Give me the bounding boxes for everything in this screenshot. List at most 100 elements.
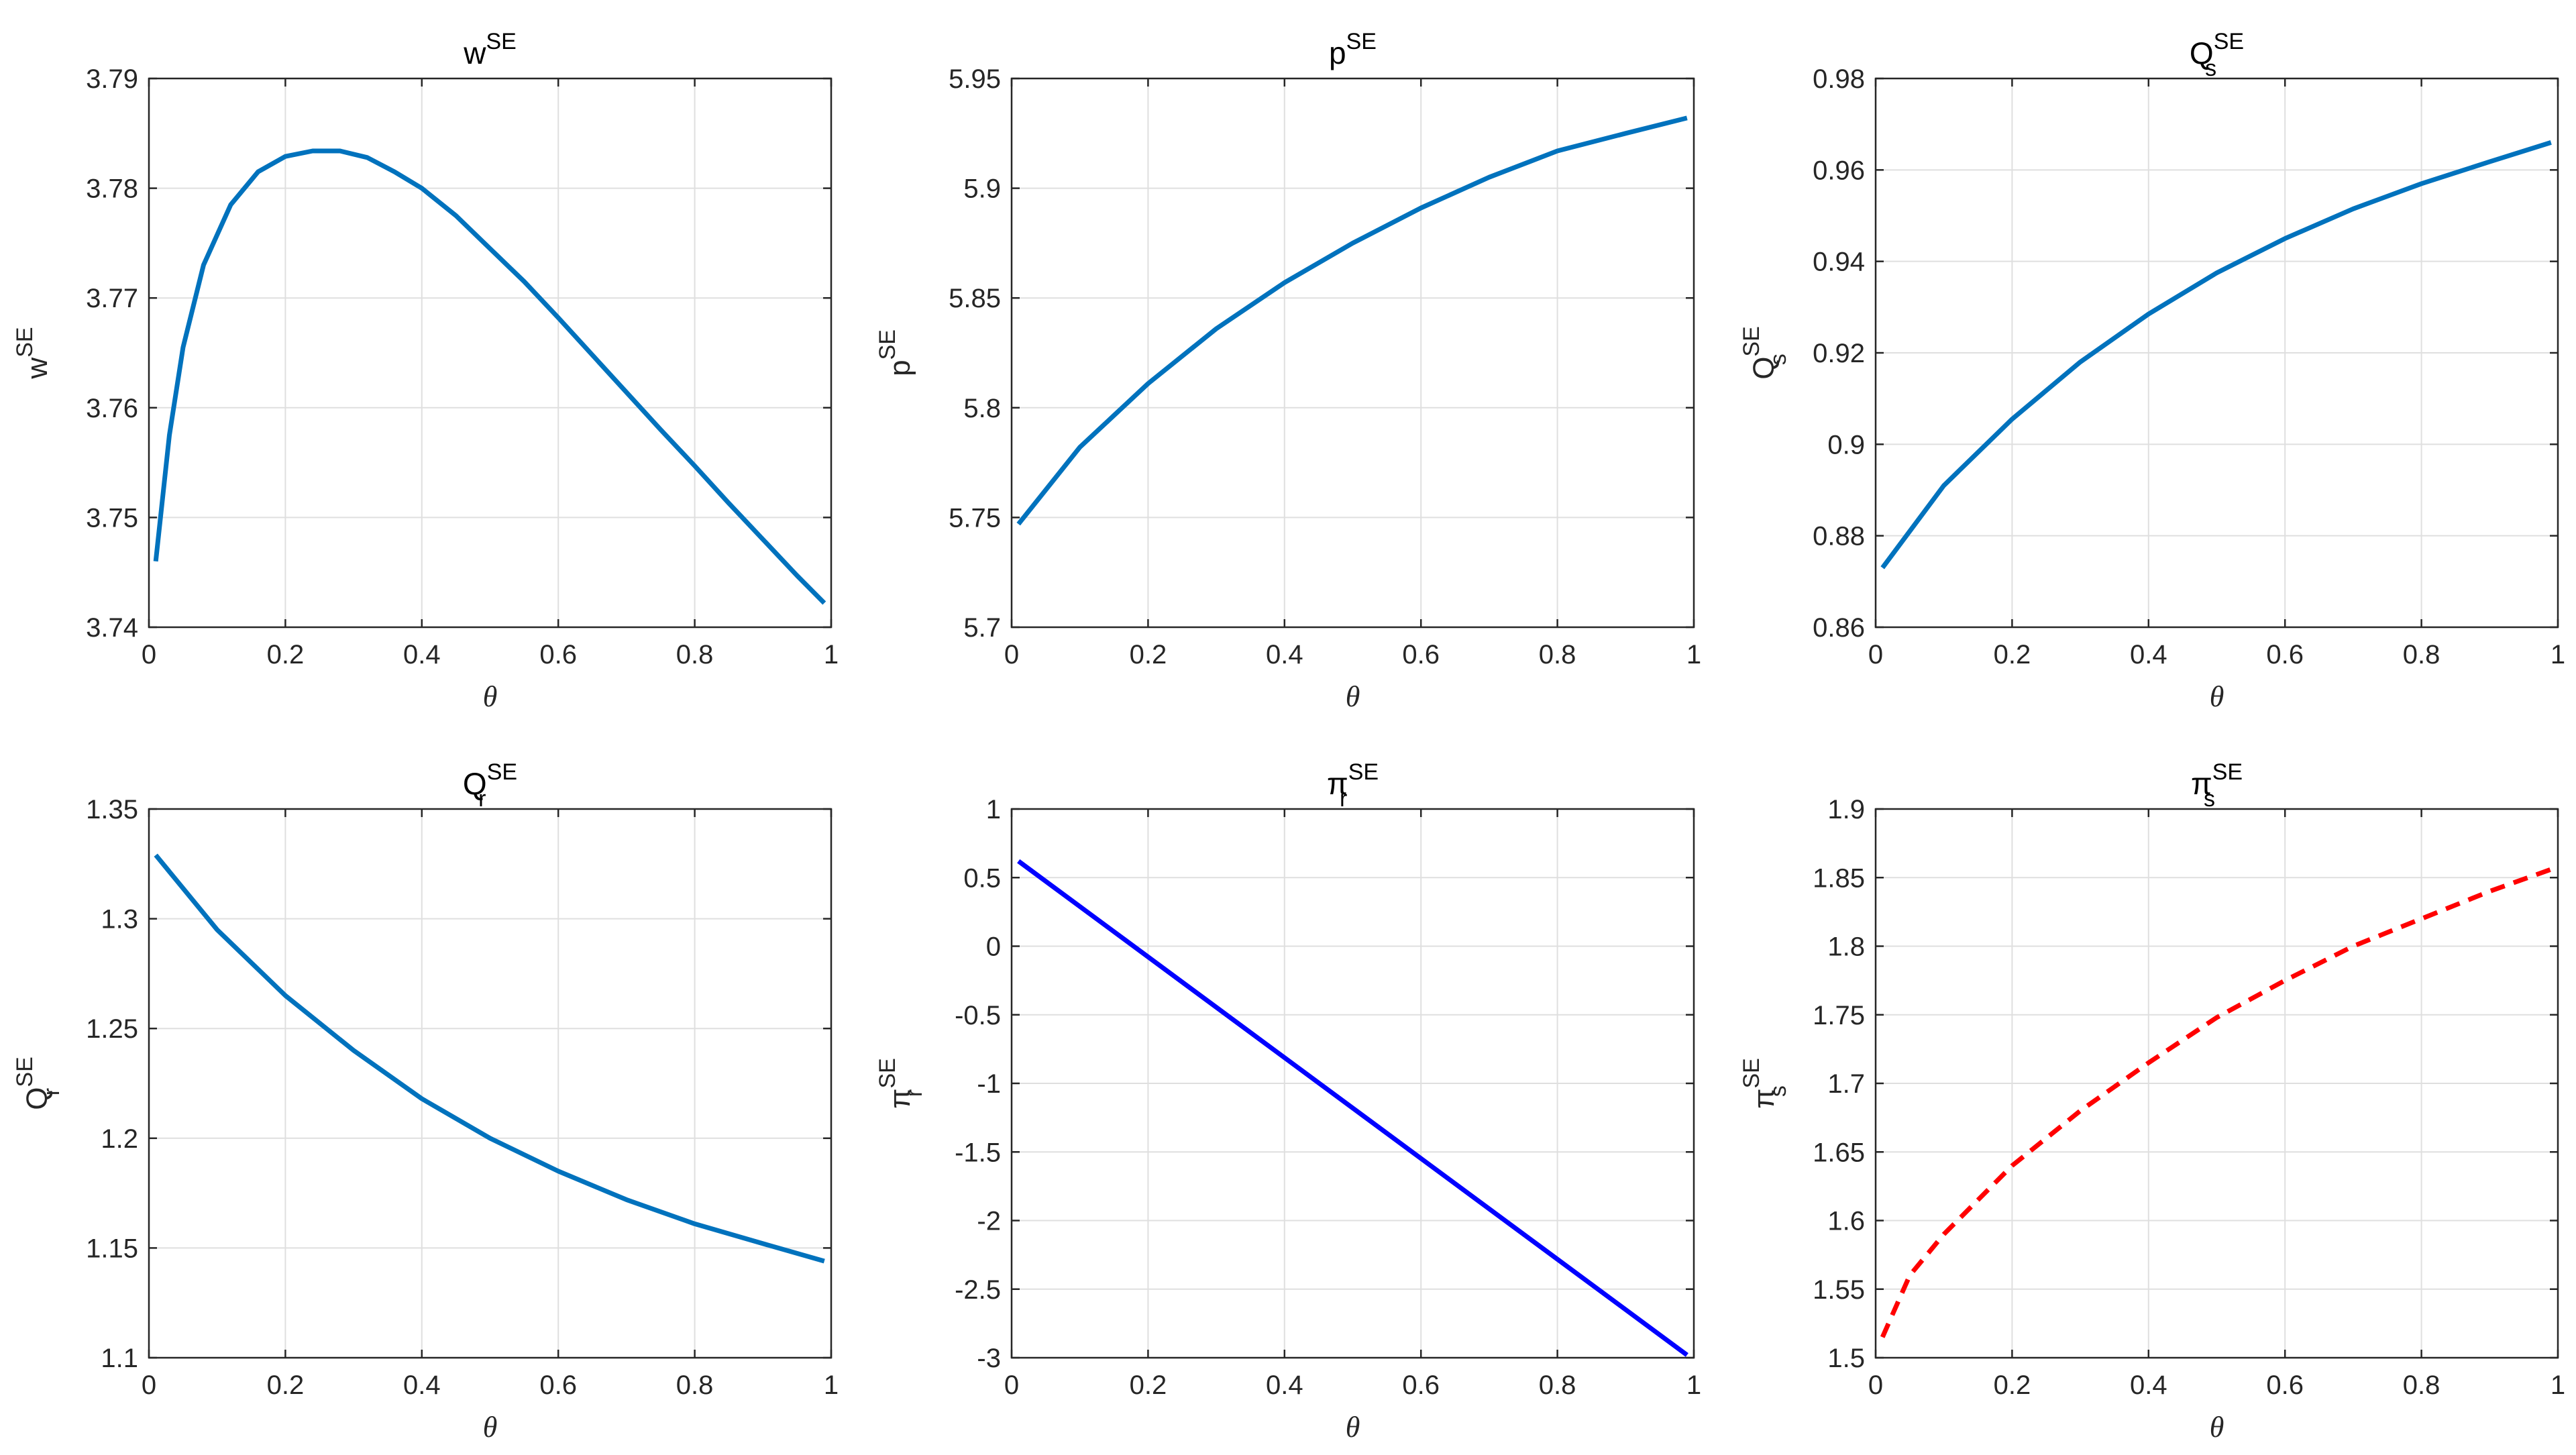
data-point: [1907, 1273, 1912, 1278]
y-tick-label: 0.92: [1813, 339, 1865, 368]
data-point: [761, 537, 765, 542]
y-tick-label: 0.9: [1827, 430, 1865, 460]
x-tick-label: 0.4: [2130, 640, 2167, 669]
data-point: [822, 1259, 826, 1264]
x-tick-label: 0.6: [539, 640, 577, 669]
data-point: [154, 853, 158, 857]
data-point: [2548, 867, 2553, 872]
y-tick-label: 0.86: [1813, 613, 1865, 643]
data-point: [1282, 280, 1287, 285]
x-tick-label: 1: [2551, 640, 2565, 669]
y-tick-label: 1.9: [1827, 795, 1865, 824]
data-point: [2419, 916, 2424, 921]
axes-box: [148, 808, 833, 1359]
data-point: [1880, 565, 1885, 570]
data-point: [556, 1169, 561, 1173]
data-point: [1555, 149, 1560, 154]
y-tick-label: 3.79: [86, 64, 138, 94]
y-tick-label: 1.65: [1813, 1138, 1865, 1167]
x-tick-label: 0.8: [676, 1370, 714, 1400]
series-line: [154, 853, 825, 1264]
subplot-3: 0 0.2 0.4 0.6 0.8 1 0.86 0.88 0.9 0.92 0.94 0.96 0.9…: [1739, 29, 2565, 713]
x-tick-label: 0.8: [2403, 640, 2440, 669]
data-point: [419, 1096, 424, 1101]
x-tick-label: 0.8: [1539, 640, 1576, 669]
data-point: [488, 246, 492, 251]
x-axis-label: θ: [483, 680, 498, 713]
data-point: [1684, 1352, 1689, 1357]
data-point: [1350, 241, 1355, 246]
x-tick-label: 0.2: [1994, 1370, 2031, 1400]
data-point: [2010, 417, 2015, 421]
data-point: [2419, 181, 2424, 186]
data-point: [256, 170, 260, 174]
y-tick-label: -0.5: [955, 1001, 1001, 1030]
data-point: [180, 345, 185, 349]
y-tick-label: 3.75: [86, 503, 138, 533]
data-point: [2487, 160, 2492, 164]
x-tick-label: 0: [1868, 640, 1883, 669]
x-tick-label: 1: [824, 640, 839, 669]
y-tick-label: 5.9: [963, 174, 1001, 204]
data-point: [590, 353, 595, 358]
x-tick-label: 0.8: [1539, 1370, 1576, 1400]
chart-title: QSE s: [2190, 29, 2244, 81]
series-line: [153, 148, 826, 605]
y-tick-label: 1.15: [86, 1234, 138, 1263]
data-point: [1941, 1232, 1946, 1236]
y-tick-label: 0.98: [1813, 64, 1865, 94]
y-axis-label: QSEr: [12, 1057, 64, 1110]
data-point: [352, 1048, 356, 1053]
data-point: [1016, 859, 1021, 863]
data-point: [311, 149, 315, 154]
data-point: [1623, 131, 1628, 136]
data-point: [1077, 445, 1082, 449]
x-tick-label: 0.2: [1130, 640, 1167, 669]
y-tick-label: 1.1: [101, 1344, 138, 1373]
x-tick-label: 0.6: [1402, 640, 1440, 669]
y-tick-label: -3: [977, 1344, 1001, 1373]
y-tick-label: 5.85: [949, 284, 1001, 313]
y-tick-label: -1: [977, 1069, 1001, 1099]
data-point: [154, 559, 158, 563]
y-axis-label: wSE: [12, 327, 54, 379]
axes-box: [1010, 77, 1695, 629]
data-point: [337, 149, 342, 154]
y-tick-label: 1.7: [1827, 1069, 1865, 1099]
x-tick-label: 0.8: [676, 640, 714, 669]
y-tick-label: 5.7: [963, 613, 1001, 643]
chart-title: QSE r: [463, 759, 517, 812]
x-axis-label: θ: [2210, 1411, 2224, 1444]
x-tick-label: 0.6: [2266, 1370, 2304, 1400]
data-point: [727, 501, 731, 506]
y-tick-label: 1.85: [1813, 863, 1865, 893]
y-axis-label: πSEr: [875, 1058, 927, 1109]
data-point: [1419, 206, 1424, 211]
data-point: [283, 993, 288, 998]
x-tick-label: 0: [1004, 640, 1019, 669]
x-axis-label: θ: [1346, 680, 1360, 713]
data-point: [795, 574, 800, 578]
x-tick-label: 0: [1868, 1370, 1883, 1400]
y-tick-label: 0.94: [1813, 248, 1865, 277]
data-point: [1684, 115, 1689, 120]
x-tick-label: 0: [142, 1370, 156, 1400]
data-point: [2283, 236, 2288, 241]
x-axis-label: θ: [1346, 1411, 1360, 1444]
subplot-4: 0 0.2 0.4 0.6 0.8 1 1.1 1.15 1.2 1.25 1.3 1.35 θ QSE r…: [12, 759, 839, 1444]
data-point: [2146, 312, 2151, 317]
data-point: [419, 186, 424, 191]
subplot-6: 0 0.2 0.4 0.6 0.8 1 1.5 1.55 1.6 1.65 1.7 1.75 1.8 1.…: [1739, 759, 2565, 1444]
data-point: [692, 464, 697, 468]
subplot-5: 0 0.2 0.4 0.6 0.8 1 -3 -2.5 -2 -1.5 -1 -0.5 0 0.5 1 θ πS…: [875, 759, 1701, 1444]
y-tick-label: -1.5: [955, 1138, 1001, 1167]
data-point: [624, 390, 629, 394]
x-tick-label: 0.2: [267, 1370, 305, 1400]
x-tick-label: 0.6: [2266, 640, 2304, 669]
y-tick-label: 1: [986, 795, 1001, 824]
data-point: [1146, 381, 1150, 386]
data-point: [1487, 175, 1491, 180]
x-tick-label: 0.6: [1402, 1370, 1440, 1400]
data-point: [822, 601, 826, 606]
